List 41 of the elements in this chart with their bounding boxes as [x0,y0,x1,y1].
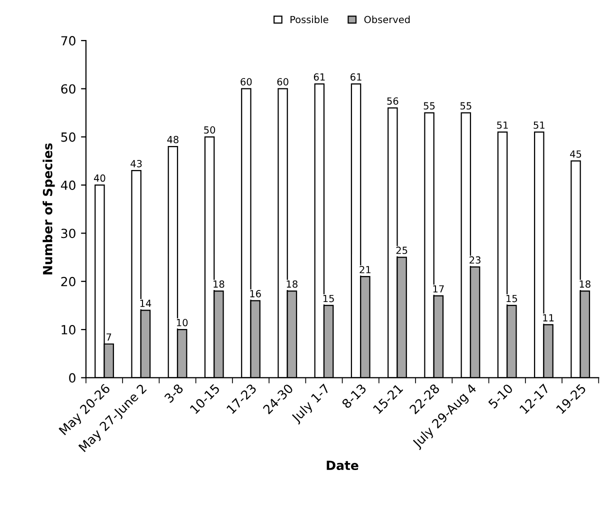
data-label: 55 [460,102,472,110]
x-axis-title: Date [326,460,358,470]
data-label: 18 [286,280,298,288]
data-label: 10 [176,318,188,326]
data-label: 18 [214,280,224,288]
data-label: 51 [497,122,508,129]
data-label: 45 [570,150,582,158]
data-label: 61 [350,73,362,81]
legend-label: Possible [290,16,328,24]
data-label: 14 [140,300,152,307]
y-tick-label: 50 [61,132,76,142]
data-label: 16 [250,290,261,298]
y-tick-label: 40 [60,180,76,190]
data-label: 25 [396,246,408,254]
data-label: 21 [360,266,370,274]
y-tick-label: 60 [61,84,76,94]
data-label: 60 [240,78,252,86]
data-label: 7 [106,334,112,341]
legend-label: Observed [364,16,410,24]
y-tick-label: 30 [61,228,76,238]
y-tick-label: 70 [61,36,76,46]
y-axis-title: Number of Species [42,143,55,274]
data-label: 55 [424,102,435,110]
x-tick-label: 3-8 [164,383,184,404]
data-label: 43 [130,160,142,168]
y-tick-label: 0 [69,373,76,383]
data-label: 60 [277,78,288,86]
data-label: 40 [94,174,106,182]
data-label: 18 [580,280,590,288]
data-label: 23 [470,256,480,264]
data-label: 15 [323,294,334,302]
data-label: 56 [387,97,398,105]
data-label: 11 [543,314,554,322]
data-label: 17 [433,285,444,292]
data-label: 15 [506,294,518,302]
data-label: 50 [204,126,216,134]
y-tick-label: 20 [61,276,76,286]
data-label: 48 [167,136,178,144]
data-label: 51 [534,122,544,129]
data-label: 61 [314,73,325,81]
y-tick-label: 10 [62,325,76,334]
